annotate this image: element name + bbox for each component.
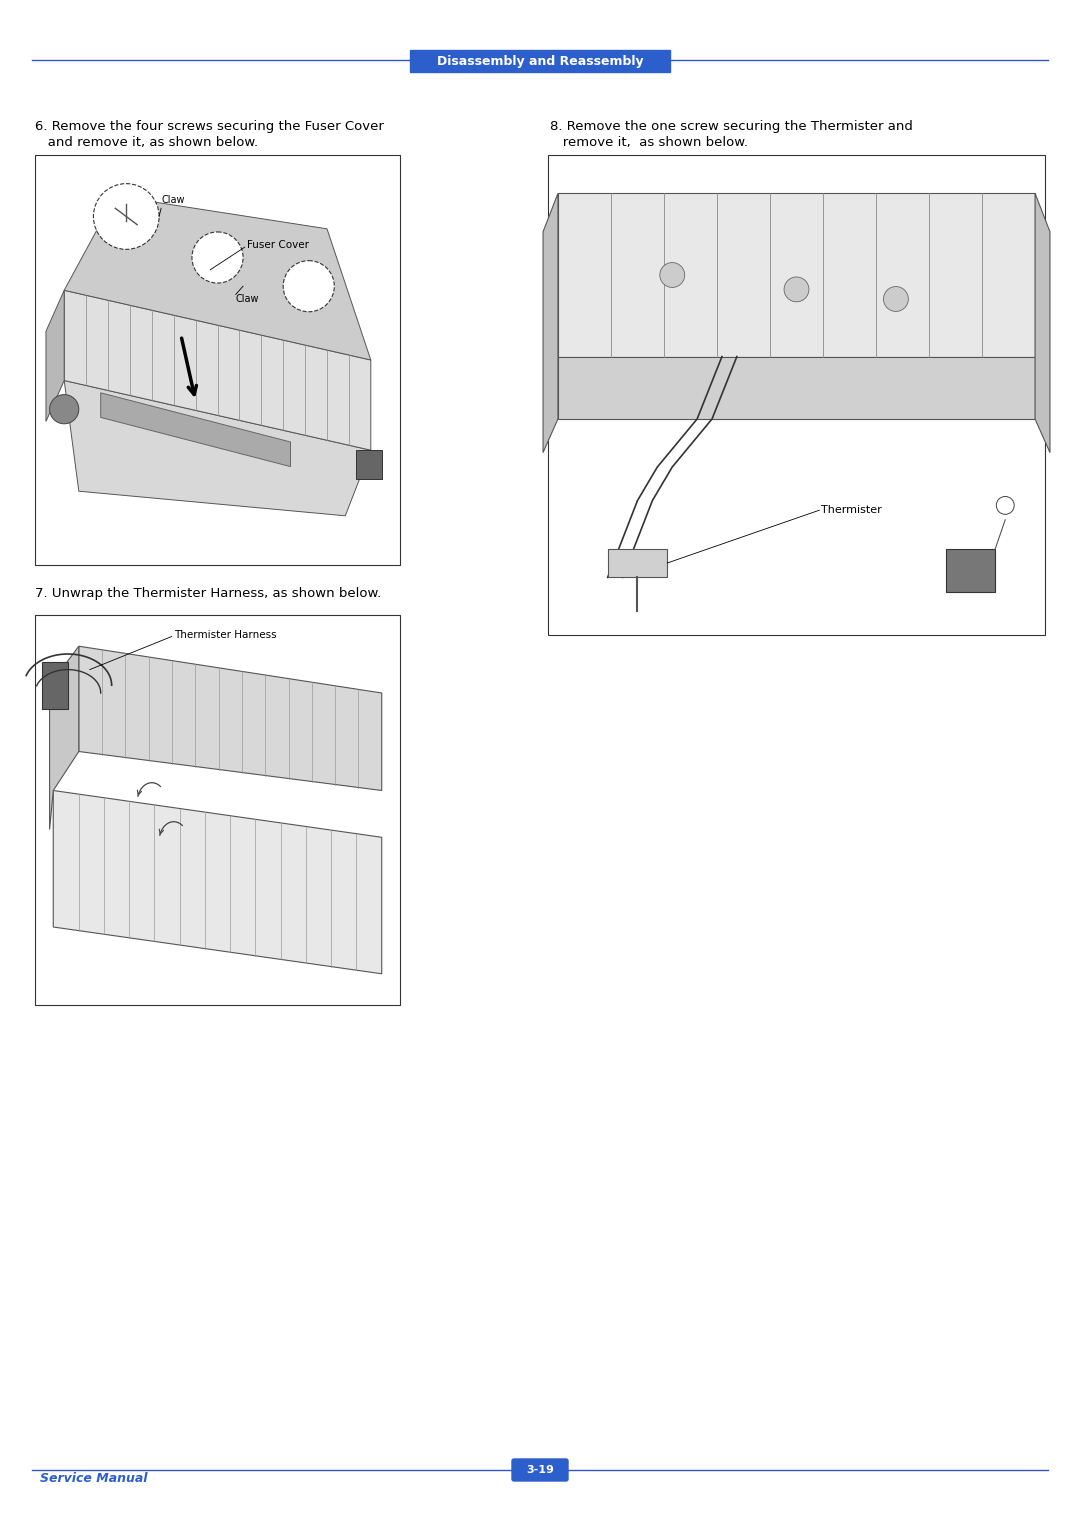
Circle shape	[93, 183, 159, 249]
Text: Claw: Claw	[161, 196, 185, 205]
Circle shape	[283, 261, 335, 312]
Text: and remove it, as shown below.: and remove it, as shown below.	[35, 136, 258, 150]
Text: Thermister: Thermister	[822, 506, 882, 515]
Circle shape	[996, 497, 1014, 515]
Bar	[356, 451, 381, 478]
Text: 6. Remove the four screws securing the Fuser Cover: 6. Remove the four screws securing the F…	[35, 121, 383, 133]
Bar	[35, 614, 400, 1005]
Circle shape	[192, 232, 243, 283]
Bar	[410, 50, 670, 72]
Bar	[42, 662, 68, 709]
Circle shape	[50, 394, 79, 423]
Bar	[946, 549, 996, 591]
Text: Thermister Harness: Thermister Harness	[174, 630, 276, 640]
Text: 7. Unwrap the Thermister Harness, as shown below.: 7. Unwrap the Thermister Harness, as sho…	[35, 587, 381, 601]
Polygon shape	[64, 196, 370, 361]
Polygon shape	[79, 646, 381, 790]
Polygon shape	[50, 646, 79, 830]
Circle shape	[883, 287, 908, 312]
Polygon shape	[64, 290, 370, 451]
Bar	[548, 154, 1045, 636]
Text: Service Manual: Service Manual	[40, 1471, 148, 1485]
Text: Disassembly and Reassembly: Disassembly and Reassembly	[436, 55, 644, 67]
Bar	[35, 154, 400, 565]
Text: 8. Remove the one screw securing the Thermister and: 8. Remove the one screw securing the The…	[550, 121, 913, 133]
Circle shape	[660, 263, 685, 287]
FancyBboxPatch shape	[512, 1459, 568, 1481]
Circle shape	[784, 277, 809, 303]
Text: Claw: Claw	[235, 293, 259, 304]
Polygon shape	[543, 194, 558, 452]
Text: remove it,  as shown below.: remove it, as shown below.	[550, 136, 748, 150]
Polygon shape	[64, 380, 370, 516]
Polygon shape	[558, 194, 1035, 356]
Text: 3-19: 3-19	[526, 1465, 554, 1475]
Polygon shape	[53, 790, 381, 973]
Polygon shape	[46, 290, 64, 422]
Bar	[608, 549, 667, 578]
Polygon shape	[558, 356, 1035, 419]
Text: Fuser Cover: Fuser Cover	[246, 240, 309, 251]
Polygon shape	[1035, 194, 1050, 452]
Polygon shape	[100, 393, 291, 466]
